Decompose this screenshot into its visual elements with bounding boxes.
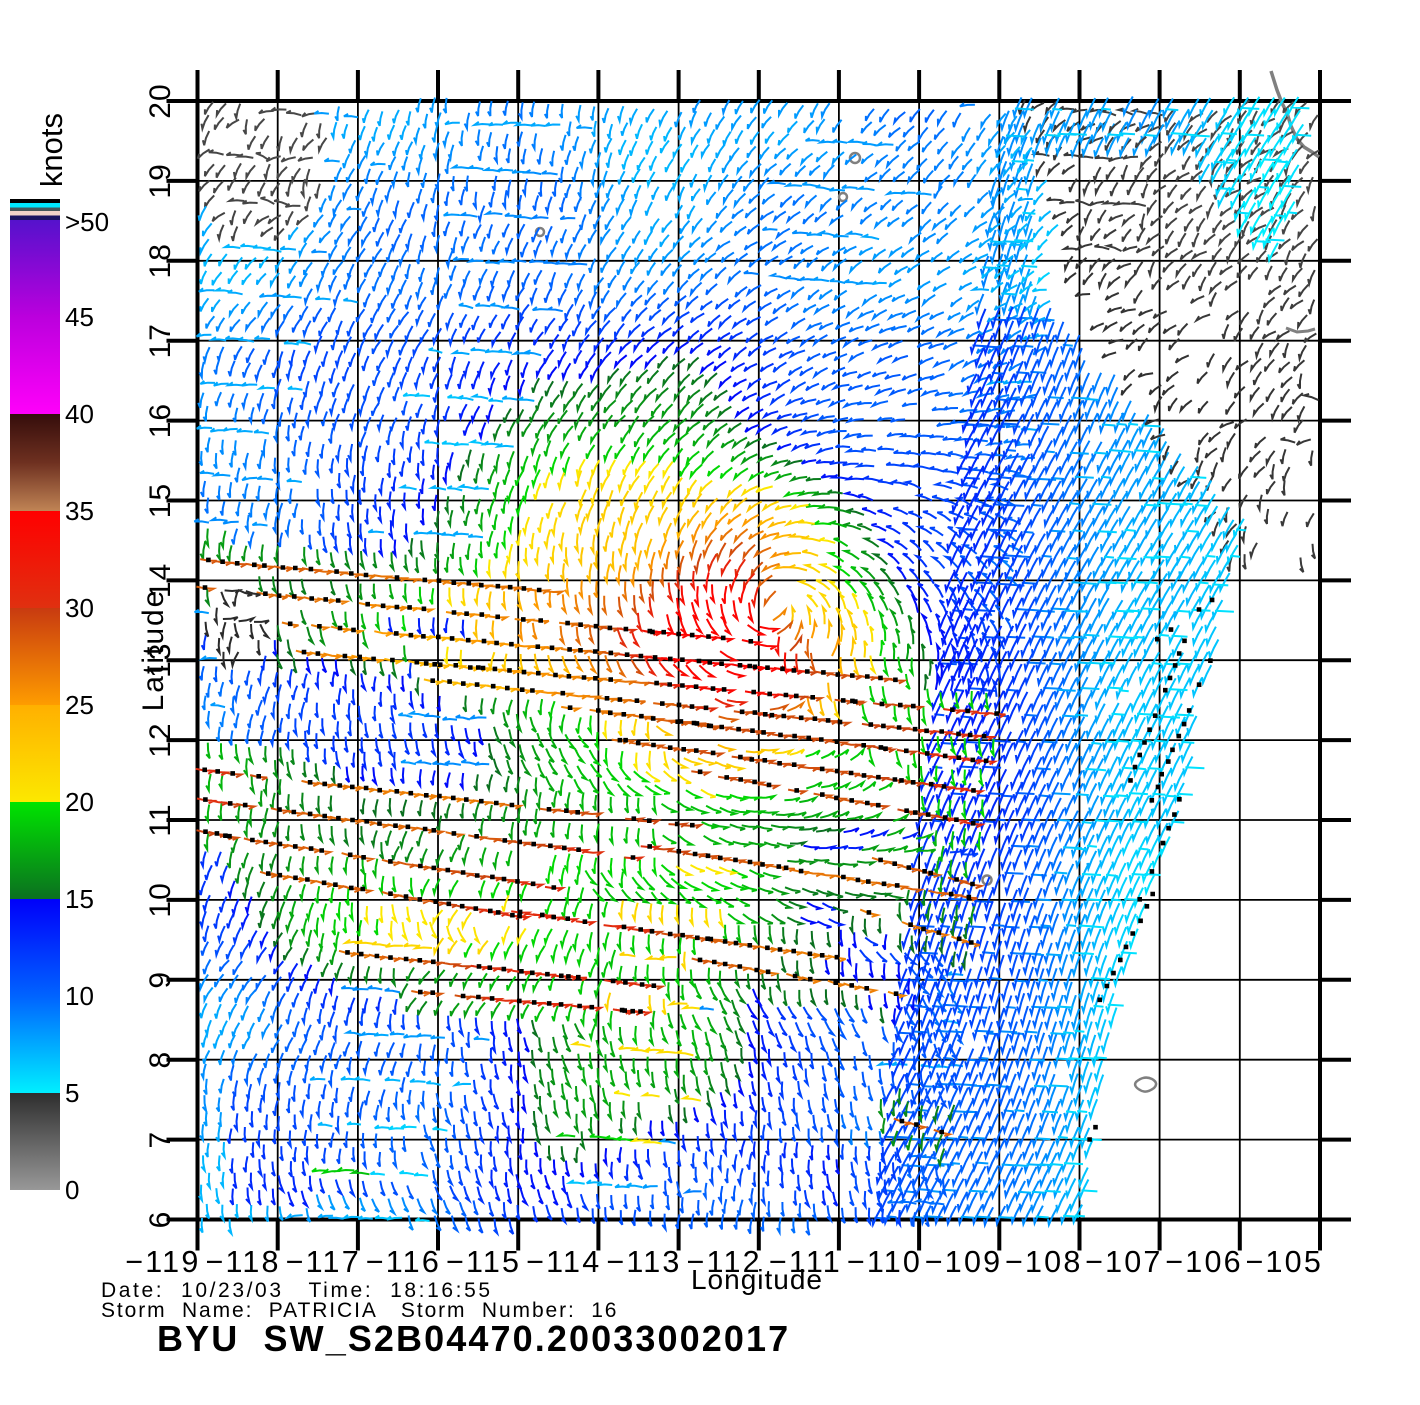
svg-text:15: 15 bbox=[65, 884, 94, 914]
svg-text:16: 16 bbox=[144, 403, 177, 438]
svg-text:−113: −113 bbox=[606, 1245, 681, 1279]
svg-text:9: 9 bbox=[144, 971, 177, 989]
svg-text:−117: −117 bbox=[286, 1245, 361, 1279]
svg-text:8: 8 bbox=[144, 1051, 177, 1069]
svg-text:10: 10 bbox=[144, 882, 177, 917]
svg-text:−108: −108 bbox=[1005, 1245, 1083, 1279]
svg-text:knots: knots bbox=[34, 113, 69, 187]
svg-text:17: 17 bbox=[144, 323, 177, 358]
svg-text:11: 11 bbox=[144, 803, 177, 836]
svg-text:−115: −115 bbox=[446, 1245, 521, 1279]
svg-text:Longitude: Longitude bbox=[691, 1264, 823, 1295]
svg-text:BYU SW_S2B04470.20033002017: BYU SW_S2B04470.20033002017 bbox=[157, 1318, 790, 1359]
svg-text:−109: −109 bbox=[925, 1245, 1003, 1279]
svg-text:−106: −106 bbox=[1165, 1245, 1243, 1279]
svg-text:20: 20 bbox=[65, 787, 94, 817]
svg-text:>50: >50 bbox=[65, 207, 109, 237]
svg-text:35: 35 bbox=[65, 496, 94, 526]
svg-text:12: 12 bbox=[144, 722, 177, 757]
svg-text:19: 19 bbox=[144, 163, 177, 198]
svg-text:−118: −118 bbox=[205, 1245, 280, 1279]
svg-text:25: 25 bbox=[65, 690, 94, 720]
svg-text:5: 5 bbox=[65, 1078, 79, 1108]
svg-text:−114: −114 bbox=[526, 1245, 601, 1279]
svg-text:10: 10 bbox=[65, 981, 94, 1011]
svg-text:18: 18 bbox=[144, 243, 177, 278]
svg-text:−107: −107 bbox=[1085, 1245, 1163, 1279]
svg-text:−112: −112 bbox=[687, 1245, 762, 1279]
svg-text:7: 7 bbox=[144, 1131, 177, 1149]
svg-text:Latitude: Latitude bbox=[137, 589, 170, 712]
svg-text:30: 30 bbox=[65, 593, 94, 623]
svg-text:Storm Name: PATRICIA Storm: Storm Name: PATRICIA Storm Number: 16 bbox=[101, 1299, 618, 1322]
svg-text:45: 45 bbox=[65, 302, 94, 332]
svg-text:40: 40 bbox=[65, 399, 94, 429]
svg-text:14: 14 bbox=[144, 563, 177, 598]
svg-text:Date: 10/23/03 Time: 18:16: Date: 10/23/03 Time: 18:16:55 bbox=[101, 1279, 493, 1302]
svg-text:15: 15 bbox=[144, 483, 177, 518]
svg-text:−119: −119 bbox=[125, 1245, 200, 1279]
svg-text:13: 13 bbox=[144, 643, 177, 678]
svg-text:−116: −116 bbox=[366, 1245, 441, 1279]
svg-text:−111: −111 bbox=[769, 1245, 842, 1279]
svg-text:0: 0 bbox=[65, 1175, 79, 1205]
svg-text:−105: −105 bbox=[1246, 1245, 1324, 1279]
svg-text:20: 20 bbox=[144, 83, 177, 118]
svg-text:6: 6 bbox=[144, 1211, 177, 1229]
svg-text:−110: −110 bbox=[847, 1245, 922, 1279]
